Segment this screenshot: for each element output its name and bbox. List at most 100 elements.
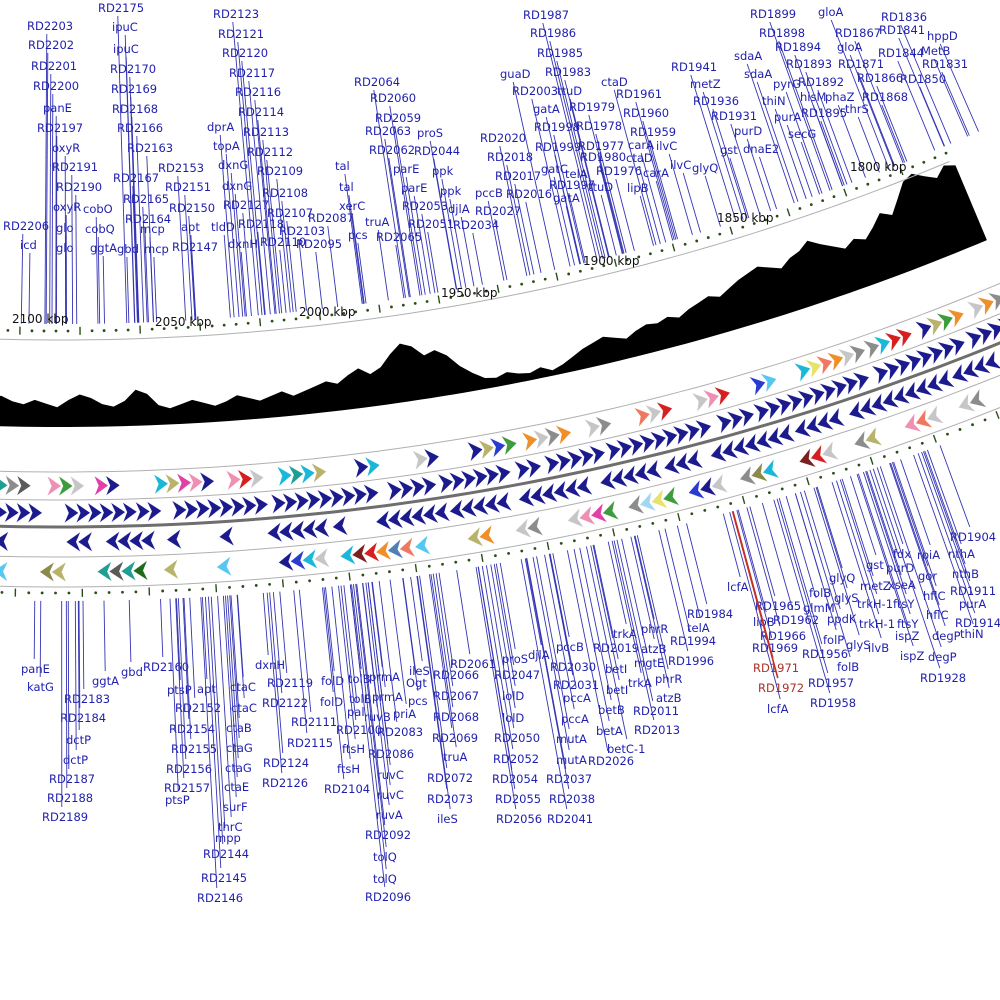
leader-line [281,200,294,313]
leader-line [494,218,508,281]
gene-arrow [351,485,368,507]
gene-arrow [140,529,157,551]
gene-label: dctP [66,733,91,747]
gene-arrow [399,506,416,528]
gene-arrow [194,498,211,520]
tick-dot [413,301,417,305]
leader-line [441,178,462,289]
gene-arrow [859,396,878,417]
leader-line [729,157,750,219]
tick-dot [741,225,745,229]
leader-line [921,451,973,595]
leader-line [664,528,691,632]
gene-label: RD2003 [512,84,558,98]
gene-arrow [594,416,612,437]
leader-line [849,476,877,556]
gene-arrow [828,406,846,427]
leader-line [371,581,386,688]
gene-arrow [837,348,855,369]
leader-line [836,480,880,615]
gene-arrow [903,353,922,374]
leader-line [175,598,185,779]
gene-arrow [807,386,826,407]
leader-line [893,461,937,587]
leader-line [234,193,246,317]
tick-mark [741,495,746,505]
gene-label: RD2203 [27,19,73,33]
leader-line [126,256,130,323]
leader-line [565,205,581,265]
gene-label: ctaE [224,780,249,794]
leader-line [812,104,844,187]
gene-label: RD2087 [308,211,354,225]
leader-line [890,462,940,606]
gene-arrow [352,457,369,479]
tick-dot [832,195,836,199]
gene-arrow [553,479,571,501]
leader-line [472,232,483,285]
gene-label: metZ [690,77,721,91]
leader-line [367,582,391,766]
gene-arrow [962,358,981,379]
leader-line [542,22,601,260]
tick-dot [126,328,130,332]
gene-label: gloA [818,5,844,19]
gene-label: RD2053 [402,199,448,213]
leader-line [349,584,386,888]
leader-line [338,585,356,740]
gene-label: folD [321,674,344,688]
gene-arrow [660,428,678,449]
gene-arrow [554,452,572,474]
gene-label: RD2151 [165,180,211,194]
gene-arrow [683,422,701,443]
gene-arrow [649,431,667,452]
gene-arrow [477,439,495,461]
tick-dot [703,509,707,512]
gene-arrow [176,472,192,494]
gene-arrow [915,376,934,397]
leader-line [279,249,287,313]
gene-arrow [116,530,133,552]
gene-label: glo [56,221,74,235]
gene-label: RD2165 [123,192,169,206]
leader-line [262,592,269,656]
gene-arrow [411,449,429,471]
gene-arrow [883,332,902,353]
gene-arrow [166,528,183,550]
gene-arrow [482,465,500,487]
tick-dot [690,512,694,516]
leader-line [210,596,226,829]
gene-arrow [973,354,992,374]
leader-line [862,471,911,615]
gene-arrow [75,502,91,524]
tick-dot [388,570,391,574]
gene-label: mpp [215,831,241,845]
gene-label: dprA [207,120,234,134]
gene-label: RD2163 [127,141,173,155]
gene-arrow [662,485,681,506]
gene-label: gatC [541,162,568,176]
leader-line [340,585,357,721]
leader-line [639,195,654,246]
gene-arrow [153,473,169,495]
leader-line [506,164,531,276]
gene-label: RD2144 [203,847,249,861]
gene-arrow [489,437,506,459]
gene-label: RD2044 [414,144,460,158]
gene-arrow [241,495,257,517]
gene-arrow [146,500,162,523]
gene-arrow [229,496,246,518]
gene-label: pccB [556,640,584,654]
gene-arrow [663,454,681,475]
gene-arrow [634,461,652,483]
leader-line [432,573,454,708]
gene-label: RD1999 [535,140,581,154]
gene-arrow [947,337,966,357]
leader-line [371,581,383,668]
gene-arrow [882,388,901,409]
leader-line [144,226,149,323]
gene-label: gbd [121,665,143,679]
leader-line [493,563,516,687]
scale-label: 1950 kbp [441,286,498,300]
leader-line [125,56,136,323]
